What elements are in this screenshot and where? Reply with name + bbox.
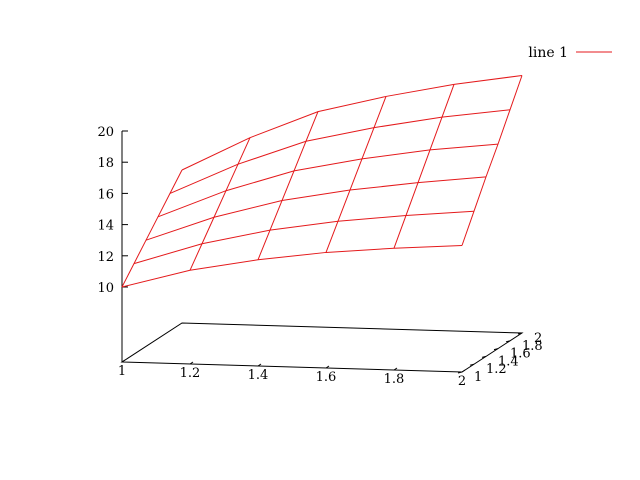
y-tick bbox=[469, 363, 475, 366]
x-tick bbox=[461, 369, 466, 373]
y-tick-label: 2 bbox=[534, 331, 542, 346]
x-tick bbox=[189, 361, 194, 365]
legend: line 1 bbox=[528, 45, 612, 61]
x-tick-label: 1.4 bbox=[248, 368, 269, 383]
z-tick-label: 12 bbox=[97, 250, 114, 265]
z-tick-label: 10 bbox=[97, 281, 114, 296]
y-tick bbox=[457, 371, 463, 374]
mesh-line-constant-x bbox=[189, 137, 251, 271]
z-tick-label: 16 bbox=[97, 187, 114, 202]
mesh-line-constant-x bbox=[121, 169, 183, 288]
x-tick bbox=[257, 363, 262, 367]
legend-label-line-1: line 1 bbox=[528, 45, 568, 61]
y-tick bbox=[481, 355, 487, 358]
mesh-line-constant-y bbox=[157, 143, 499, 218]
y-tick bbox=[517, 332, 523, 335]
z-tick-label: 20 bbox=[97, 125, 114, 140]
mesh-line-constant-y bbox=[181, 74, 523, 171]
mesh-line-constant-x bbox=[393, 84, 455, 249]
y-tick-label: 1.2 bbox=[486, 362, 507, 377]
mesh-line-constant-x bbox=[325, 96, 387, 253]
y-tick-label: 1.6 bbox=[510, 347, 531, 362]
y-tick bbox=[493, 348, 499, 351]
x-tick-label: 1 bbox=[118, 364, 126, 379]
x-tick-label: 1.2 bbox=[180, 366, 201, 381]
mesh-line-constant-y bbox=[145, 176, 487, 241]
mesh-line-constant-x bbox=[461, 75, 523, 246]
surface-mesh bbox=[121, 74, 523, 288]
y-tick-label: 1.8 bbox=[522, 339, 543, 354]
mesh-line-constant-y bbox=[121, 245, 463, 288]
z-tick-label: 14 bbox=[97, 219, 114, 234]
mesh-line-constant-y bbox=[169, 109, 511, 194]
x-tick bbox=[325, 365, 330, 369]
y-tick-label: 1 bbox=[474, 370, 482, 385]
y-tick bbox=[505, 340, 511, 343]
base-plane bbox=[120, 322, 524, 373]
x-tick bbox=[121, 359, 126, 363]
x-tick-label: 1.8 bbox=[384, 372, 405, 387]
x-tick-label: 1.6 bbox=[316, 370, 337, 385]
x-tick bbox=[393, 367, 398, 371]
z-tick-label: 18 bbox=[97, 156, 114, 171]
x-tick-label: 2 bbox=[458, 374, 466, 389]
mesh-line-constant-x bbox=[257, 111, 319, 260]
y-tick-label: 1.4 bbox=[498, 354, 519, 369]
mesh-line-constant-y bbox=[133, 210, 475, 265]
